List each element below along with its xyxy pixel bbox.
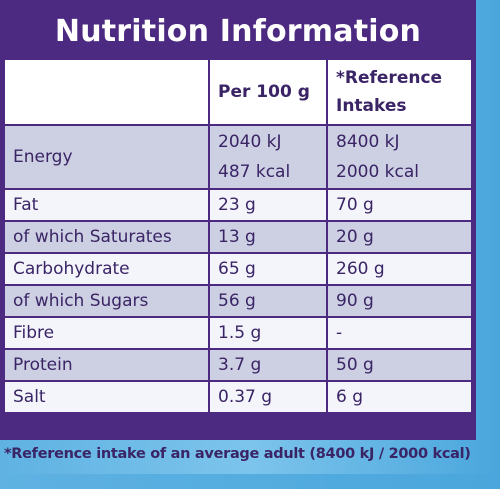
- nutrition-panel: Nutrition Information Per 100 g *Referen…: [0, 0, 476, 440]
- header-ref-line2: Intakes: [336, 96, 407, 116]
- table-row: of which Sugars 56 g 90 g: [3, 284, 473, 318]
- row-label: Fat: [3, 188, 210, 222]
- background-strip: [0, 474, 500, 489]
- row-ref: 6 g: [326, 380, 473, 414]
- panel-title: Nutrition Information: [54, 14, 422, 49]
- row-per100g: 23 g: [208, 188, 328, 222]
- table-row: Protein 3.7 g 50 g: [3, 348, 473, 382]
- row-per100g: 1.5 g: [208, 316, 328, 350]
- row-label: Carbohydrate: [3, 252, 210, 286]
- energy-kj-value: 2040 kJ: [218, 132, 282, 152]
- energy-ref-kj-value: 8400 kJ: [336, 132, 400, 152]
- table-row: of which Saturates 13 g 20 g: [3, 220, 473, 254]
- row-ref: -: [326, 316, 473, 350]
- row-ref: 90 g: [326, 284, 473, 318]
- header-per-100g: Per 100 g: [208, 58, 328, 126]
- row-label: Protein: [3, 348, 210, 382]
- energy-ref-kcal-value: 2000 kcal: [336, 162, 419, 182]
- row-ref: 260 g: [326, 252, 473, 286]
- row-ref: 20 g: [326, 220, 473, 254]
- table-row-energy: Energy 2040 kJ 487 kcal 8400 kJ 2000 kca…: [3, 124, 473, 190]
- reference-footnote: *Reference intake of an average adult (8…: [4, 446, 471, 462]
- row-label: Salt: [3, 380, 210, 414]
- row-per100g: 2040 kJ 487 kcal: [208, 124, 328, 190]
- row-per100g: 3.7 g: [208, 348, 328, 382]
- row-ref: 50 g: [326, 348, 473, 382]
- header-reference-intakes: *Reference Intakes: [326, 58, 473, 126]
- table-row: Fibre 1.5 g -: [3, 316, 473, 350]
- table-row: Fat 23 g 70 g: [3, 188, 473, 222]
- row-per100g: 0.37 g: [208, 380, 328, 414]
- row-label: of which Sugars: [3, 284, 210, 318]
- row-label: of which Saturates: [3, 220, 210, 254]
- header-row: Per 100 g *Reference Intakes: [3, 58, 473, 126]
- row-per100g: 56 g: [208, 284, 328, 318]
- table-row: Salt 0.37 g 6 g: [3, 380, 473, 414]
- energy-kcal-value: 487 kcal: [218, 162, 291, 182]
- row-ref: 8400 kJ 2000 kcal: [326, 124, 473, 190]
- header-ref-line1: *Reference: [336, 68, 443, 88]
- row-ref: 70 g: [326, 188, 473, 222]
- row-per100g: 13 g: [208, 220, 328, 254]
- row-label: Fibre: [3, 316, 210, 350]
- header-blank-cell: [3, 58, 210, 126]
- row-label: Energy: [3, 124, 210, 190]
- table-row: Carbohydrate 65 g 260 g: [3, 252, 473, 286]
- row-per100g: 65 g: [208, 252, 328, 286]
- nutrition-table: Per 100 g *Reference Intakes Energy 2040…: [3, 58, 473, 414]
